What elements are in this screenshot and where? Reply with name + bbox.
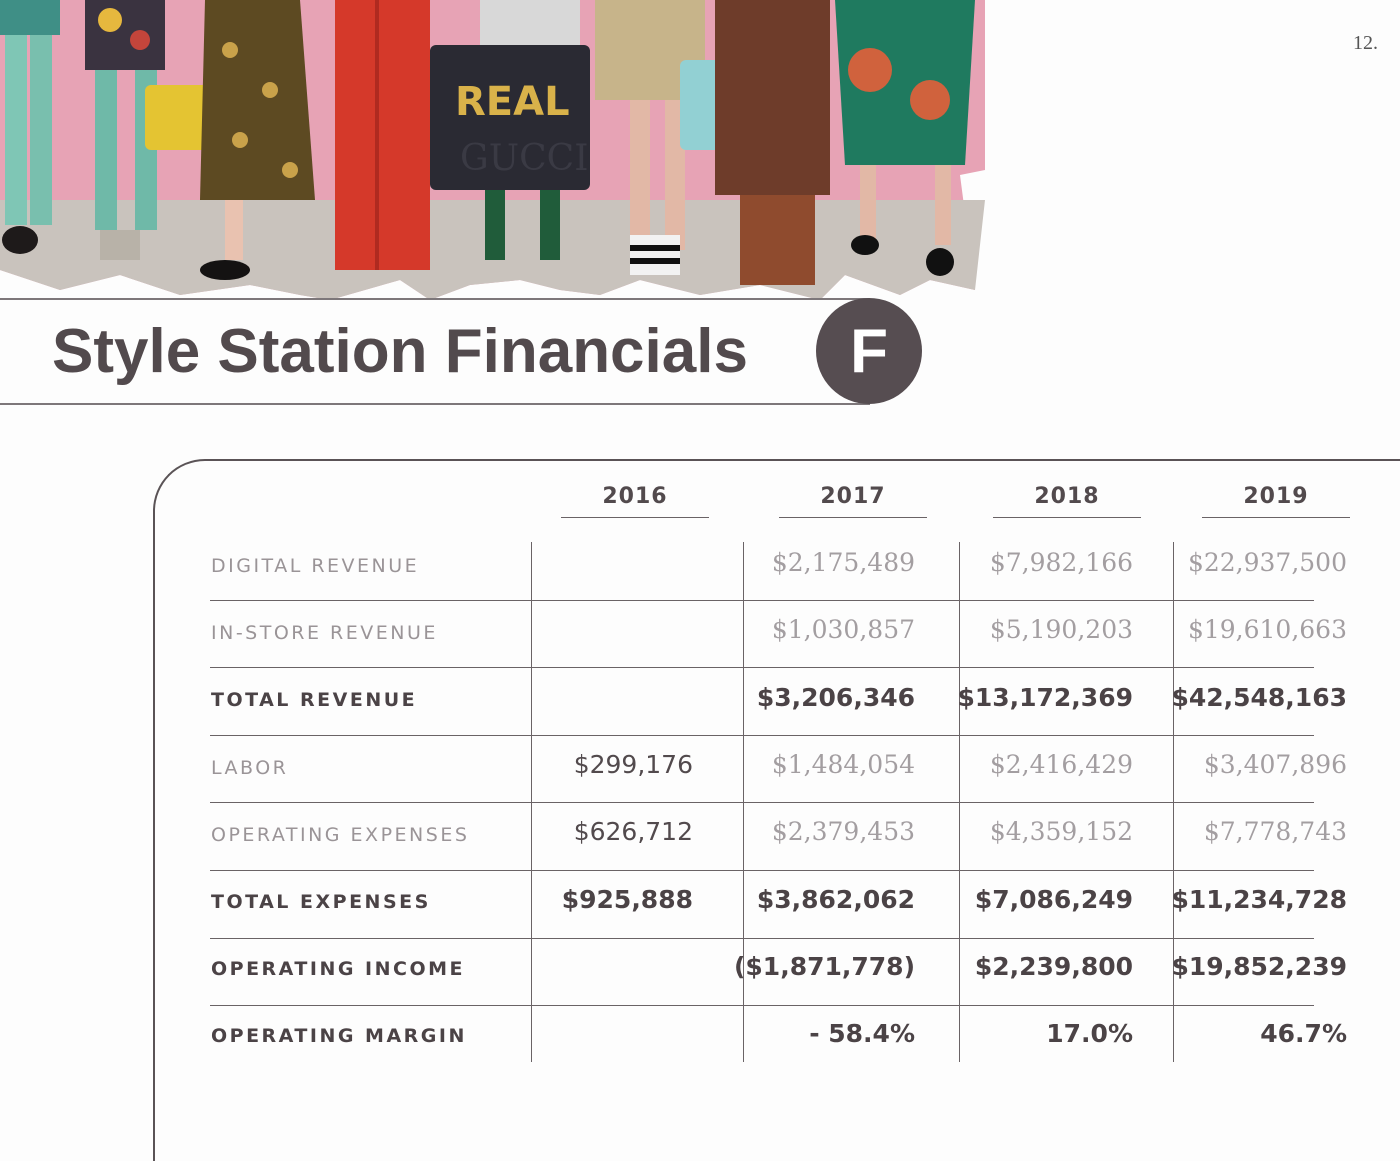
row-label-in-store-revenue: IN-STORE REVENUE	[211, 622, 438, 644]
cell-in-store-revenue-2018: $5,190,203	[989, 615, 1133, 644]
cell-operating-expenses-2019: $7,778,743	[1203, 817, 1347, 846]
cell-total-expenses-2017: $3,862,062	[756, 885, 915, 914]
cell-labor-2017: $1,484,054	[771, 750, 915, 779]
cell-operating-margin-2017: - 58.4%	[809, 1019, 915, 1048]
cell-total-expenses-2018: $7,086,249	[974, 885, 1133, 914]
cell-digital-revenue-2018: $7,982,166	[989, 548, 1133, 577]
cell-labor-2016: $299,176	[573, 750, 693, 779]
cell-operating-margin-2018: 17.0%	[1046, 1019, 1133, 1048]
cell-operating-margin-2019: 46.7%	[1260, 1019, 1347, 1048]
year-header-2018: 2018	[993, 484, 1141, 518]
bag-text-gucci: GUCCI	[460, 138, 588, 179]
table-frame	[153, 459, 1400, 1161]
row-label-operating-margin: OPERATING MARGIN	[211, 1025, 467, 1047]
cell-total-revenue-2017: $3,206,346	[756, 683, 915, 712]
cell-in-store-revenue-2017: $1,030,857	[771, 615, 915, 644]
cell-operating-income-2017: ($1,871,778)	[733, 952, 915, 981]
bag-text-real: REAL	[455, 79, 570, 125]
cell-digital-revenue-2019: $22,937,500	[1187, 548, 1347, 577]
row-divider	[210, 938, 1314, 939]
cell-operating-income-2018: $2,239,800	[974, 952, 1133, 981]
row-divider	[210, 870, 1314, 871]
row-label-labor: LABOR	[211, 757, 289, 779]
row-label-operating-expenses: OPERATING EXPENSES	[211, 824, 470, 846]
cell-in-store-revenue-2019: $19,610,663	[1187, 615, 1347, 644]
cell-total-expenses-2019: $11,234,728	[1171, 885, 1347, 914]
cell-labor-2019: $3,407,896	[1203, 750, 1347, 779]
row-label-total-revenue: TOTAL REVENUE	[211, 689, 418, 711]
section-badge: F	[816, 298, 922, 404]
cell-total-revenue-2018: $13,172,369	[957, 683, 1133, 712]
cell-total-expenses-2016: $925,888	[561, 885, 693, 914]
row-divider	[210, 600, 1314, 601]
cell-labor-2018: $2,416,429	[989, 750, 1133, 779]
cell-operating-expenses-2018: $4,359,152	[989, 817, 1133, 846]
row-divider	[210, 667, 1314, 668]
year-header-2016: 2016	[561, 484, 709, 518]
row-divider	[210, 1005, 1314, 1006]
cell-operating-expenses-2017: $2,379,453	[771, 817, 915, 846]
runway-photo: REAL GUCCI	[0, 0, 985, 300]
cell-total-revenue-2019: $42,548,163	[1171, 683, 1347, 712]
cell-operating-expenses-2016: $626,712	[573, 817, 693, 846]
cell-operating-income-2019: $19,852,239	[1171, 952, 1347, 981]
page-title: Style Station Financials	[52, 317, 748, 386]
runway-photo-illustration: REAL GUCCI	[0, 0, 985, 300]
row-label-digital-revenue: DIGITAL REVENUE	[211, 555, 420, 577]
row-label-operating-income: OPERATING INCOME	[211, 958, 466, 980]
row-label-total-expenses: TOTAL EXPENSES	[211, 891, 431, 913]
year-header-2017: 2017	[779, 484, 927, 518]
row-divider	[210, 735, 1314, 736]
year-header-2019: 2019	[1202, 484, 1350, 518]
page-number: 12.	[1353, 32, 1378, 54]
cell-digital-revenue-2017: $2,175,489	[771, 548, 915, 577]
row-divider	[210, 802, 1314, 803]
title-band	[0, 298, 870, 405]
